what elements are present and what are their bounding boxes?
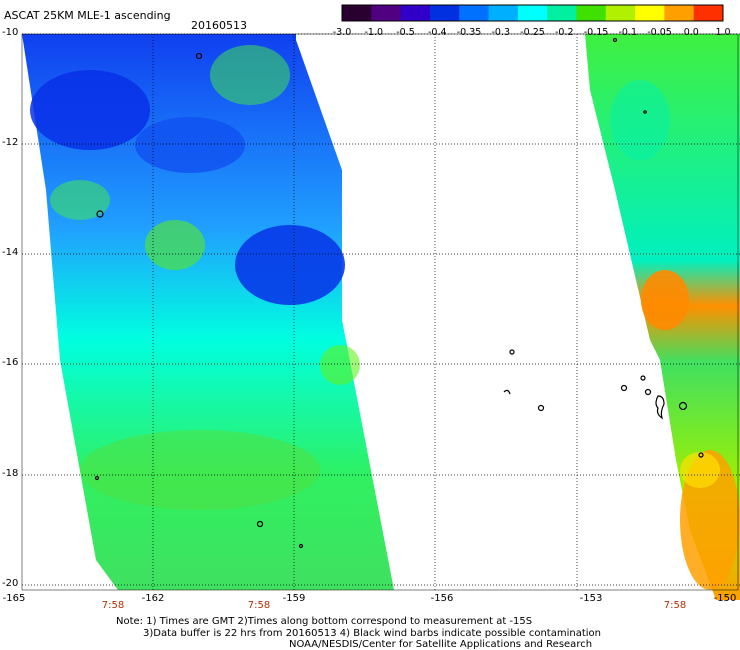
colorbar-tick-label: -1.0 xyxy=(364,27,384,38)
colorbar-swatch xyxy=(547,5,577,21)
note-line-1: Note: 1) Times are GMT 2)Times along bot… xyxy=(116,616,533,627)
colorbar-swatch xyxy=(517,5,548,21)
colorbar-swatch xyxy=(459,5,490,21)
time-label: 7:58 xyxy=(247,600,271,611)
colorbar-swatch xyxy=(693,5,724,21)
lat-label: -16 xyxy=(2,357,19,368)
colorbar-tick-label: -0.1 xyxy=(618,27,638,38)
colorbar-frame xyxy=(341,4,724,22)
lat-label: -20 xyxy=(2,578,19,589)
colorbar-tick-label: -0.05 xyxy=(647,27,672,38)
colorbar-tick-label: -0.15 xyxy=(583,27,609,38)
lon-label: -153 xyxy=(579,593,603,604)
lon-label: -165 xyxy=(2,593,26,604)
colorbar-swatch xyxy=(342,5,372,21)
colorbar-swatch xyxy=(576,5,607,21)
lat-label: -10 xyxy=(2,27,19,38)
map-title: ASCAT 25KM MLE-1 ascending xyxy=(4,9,171,22)
colorbar-swatch xyxy=(429,5,460,21)
colorbar-tick-label: -0.35 xyxy=(456,27,482,38)
colorbar-tick-label: -0.2 xyxy=(554,27,574,38)
island-outlines xyxy=(94,37,704,549)
colorbar-tick-label: -0.5 xyxy=(396,27,415,38)
colorbar-swatch xyxy=(664,5,695,21)
lat-label: -12 xyxy=(2,137,19,148)
lon-label: -150 xyxy=(713,593,737,604)
time-label: 7:58 xyxy=(663,600,687,611)
colorbar-swatch xyxy=(371,5,402,21)
lon-label: -156 xyxy=(430,593,454,604)
time-label: 7:58 xyxy=(101,600,125,611)
colorbar-swatch xyxy=(488,5,519,21)
map-frame xyxy=(21,33,739,591)
colorbar-tick-label: -0.25 xyxy=(520,27,545,38)
colorbar-tick-label: 1.0 xyxy=(715,27,731,38)
right-swath xyxy=(585,34,740,600)
lat-label: -18 xyxy=(2,468,19,479)
note-line-3: NOAA/NESDIS/Center for Satellite Applica… xyxy=(289,639,593,650)
colorbar xyxy=(341,4,724,22)
colorbar-tick-label: -3.0 xyxy=(332,27,352,38)
lon-label: -162 xyxy=(141,593,165,604)
colorbar-tick-label: -0.4 xyxy=(427,27,447,38)
left-swath xyxy=(22,34,394,590)
note-line-2: 3)Data buffer is 22 hrs from 20160513 4)… xyxy=(143,628,601,639)
lon-label: -159 xyxy=(282,593,306,604)
map-date: 20160513 xyxy=(191,19,247,32)
colorbar-swatch xyxy=(635,5,665,21)
colorbar-tick-label: -0.3 xyxy=(491,27,511,38)
colorbar-tick-label: 0.0 xyxy=(683,27,699,38)
colorbar-swatch xyxy=(605,5,636,21)
colorbar-swatch xyxy=(400,5,431,21)
lat-label: -14 xyxy=(2,247,19,258)
